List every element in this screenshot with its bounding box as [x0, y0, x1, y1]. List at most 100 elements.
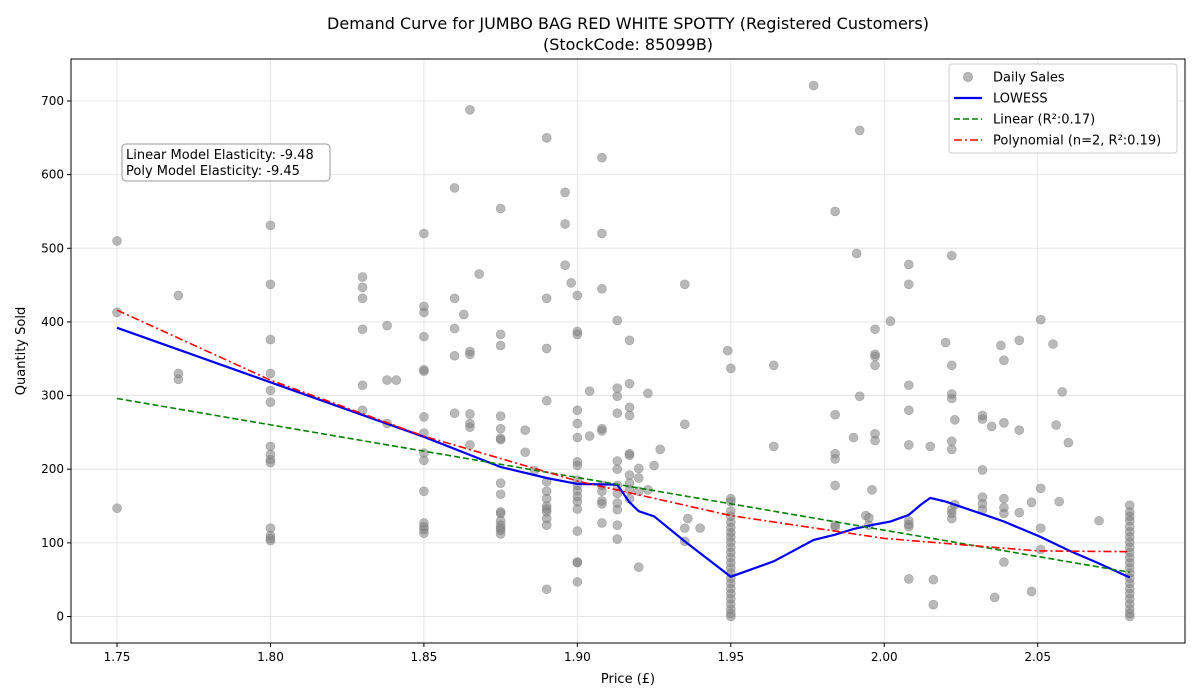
sales-point [999, 508, 1009, 519]
sales-point [265, 441, 276, 452]
sales-point [904, 380, 914, 391]
sales-point [683, 513, 693, 524]
legend-label: LOWESS [993, 92, 1048, 107]
sales-point [848, 432, 859, 443]
sales-point [541, 293, 552, 304]
sales-point [904, 259, 914, 270]
sales-point [1063, 437, 1074, 448]
sales-point [999, 418, 1009, 428]
sales-point [1035, 544, 1046, 555]
sales-point [572, 557, 583, 568]
sales-point [449, 293, 460, 304]
linear-elasticity-text: Linear Model Elasticity: -9.48 [126, 148, 314, 163]
sales-point [1014, 425, 1025, 435]
sales-point [679, 523, 690, 533]
y-tick-label: 500 [41, 241, 64, 255]
sales-point [419, 307, 429, 318]
sales-point [560, 219, 570, 229]
legend-box [948, 63, 1178, 154]
sales-point [624, 402, 635, 413]
x-tick-label: 1.90 [564, 650, 591, 664]
sales-point [597, 152, 607, 163]
sales-point [946, 360, 957, 371]
sales-point [465, 349, 475, 360]
plot-area-frame [70, 58, 1186, 644]
sales-point [999, 355, 1009, 366]
x-tick-label: 1.80 [257, 650, 284, 664]
sales-point [541, 520, 552, 530]
legend-marker [963, 72, 973, 82]
sales-point [1014, 507, 1025, 518]
sales-point [449, 323, 460, 334]
sales-point [541, 584, 552, 595]
sales-point [904, 405, 914, 416]
sales-point [597, 486, 607, 497]
sales-point [612, 456, 623, 466]
sales-point [265, 279, 276, 290]
sales-point [382, 375, 392, 385]
y-tick-label: 400 [41, 315, 64, 329]
sales-point [655, 444, 666, 455]
sales-point [612, 504, 623, 515]
sales-point [946, 436, 957, 447]
sales-point [726, 611, 736, 622]
sales-point [357, 282, 368, 293]
sales-point [808, 80, 819, 91]
sales-point [265, 457, 276, 468]
sales-point [357, 293, 368, 304]
sales-point [999, 493, 1009, 504]
sales-point [996, 340, 1006, 351]
sales-point [173, 374, 184, 385]
sales-point [597, 499, 607, 509]
sales-point [474, 269, 484, 279]
sales-point [1054, 496, 1064, 507]
sales-point [520, 425, 530, 435]
x-tick-label: 1.85 [411, 650, 438, 664]
sales-point [925, 441, 936, 452]
sales-point [768, 360, 779, 371]
sales-point [928, 574, 939, 585]
sales-point [572, 418, 583, 429]
sales-point [572, 577, 583, 587]
sales-point [520, 447, 530, 458]
sales-point [830, 409, 840, 420]
sales-point [419, 366, 429, 377]
series-line-solid [116, 326, 1131, 579]
annotation-box [121, 143, 331, 182]
sales-point [1035, 314, 1046, 325]
sales-point [624, 378, 635, 389]
sales-point [624, 470, 635, 480]
x-tick-label: 2.00 [871, 650, 898, 664]
sales-point [357, 380, 368, 391]
legend-label: Polynomial (n=2, R²:0.19) [993, 134, 1161, 149]
sales-point [986, 421, 997, 432]
sales-point [854, 391, 865, 402]
sales-point [541, 395, 552, 406]
sales-point [572, 460, 583, 471]
sales-point [566, 278, 577, 288]
sales-point [830, 480, 840, 491]
sales-point [419, 455, 429, 466]
sales-point [624, 410, 635, 421]
sales-point [173, 290, 184, 301]
x-tick-label: 1.95 [717, 650, 744, 664]
sales-point [928, 599, 939, 610]
sales-point [722, 345, 733, 356]
sales-point [977, 414, 988, 424]
sales-point [265, 385, 276, 396]
sales-point [112, 503, 122, 514]
sales-point [495, 340, 506, 351]
sales-point [584, 431, 595, 441]
grid-lines [71, 59, 1185, 643]
sales-point [357, 324, 368, 335]
sales-point [885, 316, 896, 326]
sales-point [495, 529, 506, 539]
sales-point [1035, 483, 1046, 494]
sales-point [854, 125, 865, 136]
sales-point [572, 329, 583, 340]
sales-point [495, 423, 506, 434]
sales-point [449, 408, 460, 419]
sales-point [495, 329, 506, 340]
y-tick-label: 100 [41, 536, 64, 550]
